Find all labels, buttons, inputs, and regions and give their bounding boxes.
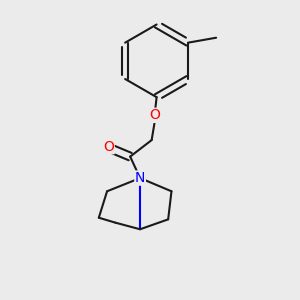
Text: O: O [149, 108, 161, 122]
Text: N: N [135, 171, 145, 185]
Text: O: O [103, 140, 114, 154]
